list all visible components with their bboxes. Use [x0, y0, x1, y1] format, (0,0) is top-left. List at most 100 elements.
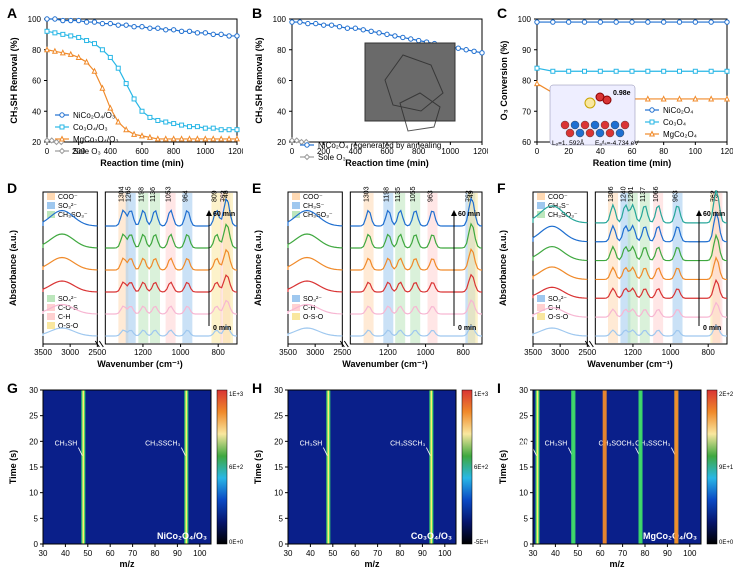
- svg-text:C-H: C-H: [58, 314, 70, 321]
- svg-text:100: 100: [273, 15, 287, 24]
- svg-text:1066: 1066: [653, 186, 660, 202]
- svg-text:COO⁻: COO⁻: [548, 194, 568, 201]
- svg-text:20: 20: [29, 437, 38, 446]
- svg-text:1E+3: 1E+3: [474, 392, 488, 398]
- panel-D: D35003000250012001000800Wavenumber (cm⁻¹…: [5, 180, 243, 370]
- svg-text:3500: 3500: [34, 348, 52, 357]
- svg-text:SO₃²⁻: SO₃²⁻: [58, 203, 77, 210]
- svg-text:CH₃SH Removal (%): CH₃SH Removal (%): [254, 37, 264, 123]
- svg-text:2500: 2500: [578, 348, 596, 357]
- svg-text:25: 25: [519, 412, 528, 421]
- svg-text:COO⁻: COO⁻: [303, 194, 323, 201]
- svg-text:SO₄²⁻: SO₄²⁻: [58, 296, 77, 303]
- svg-text:100: 100: [689, 147, 703, 156]
- svg-text:70: 70: [522, 107, 531, 116]
- svg-text:Reaction time (min): Reaction time (min): [100, 158, 184, 168]
- svg-text:Eₐᵈₛ=-4.734 eV: Eₐᵈₛ=-4.734 eV: [595, 140, 639, 147]
- svg-text:70: 70: [128, 549, 137, 558]
- svg-text:m/z: m/z: [364, 559, 380, 569]
- svg-text:m/z: m/z: [119, 559, 135, 569]
- svg-text:0 min: 0 min: [213, 325, 231, 332]
- svg-text:400: 400: [104, 147, 118, 156]
- svg-text:CH₃OH: CH₃OH: [508, 441, 531, 448]
- svg-text:0: 0: [34, 540, 39, 549]
- svg-text:963: 963: [428, 190, 435, 202]
- svg-text:40: 40: [61, 549, 70, 558]
- svg-text:NiCo₂O₄/O₃: NiCo₂O₄/O₃: [157, 531, 207, 541]
- svg-text:90: 90: [663, 549, 672, 558]
- panel-label: A: [7, 5, 17, 21]
- svg-text:Wavenumber (cm⁻¹): Wavenumber (cm⁻¹): [342, 359, 427, 369]
- svg-text:70: 70: [618, 549, 627, 558]
- svg-text:40: 40: [32, 107, 41, 116]
- svg-text:CH₃SH Removal (%): CH₃SH Removal (%): [9, 37, 19, 123]
- svg-text:749: 749: [468, 190, 475, 202]
- svg-text:1000: 1000: [417, 348, 435, 357]
- svg-text:25: 25: [274, 412, 283, 421]
- panel-label: D: [7, 180, 17, 196]
- svg-text:3500: 3500: [524, 348, 542, 357]
- svg-text:Reation time (min): Reation time (min): [593, 158, 672, 168]
- svg-text:SO₃²⁻: SO₃²⁻: [303, 296, 322, 303]
- svg-text:30: 30: [519, 386, 528, 395]
- svg-text:40: 40: [306, 549, 315, 558]
- svg-text:CH₃SSCH₃: CH₃SSCH₃: [390, 441, 425, 448]
- svg-text:5: 5: [279, 514, 284, 523]
- svg-text:50: 50: [328, 549, 337, 558]
- panel-E: E35003000250012001000800Wavenumber (cm⁻¹…: [250, 180, 488, 370]
- svg-text:6E+2: 6E+2: [229, 465, 243, 471]
- svg-text:60: 60: [522, 138, 531, 147]
- svg-text:3000: 3000: [551, 348, 569, 357]
- panel-I: I30405060708090100051015202530m/zTime (s…: [495, 380, 733, 570]
- panel-label: F: [497, 180, 506, 196]
- svg-text:SO₃²⁻: SO₃²⁻: [548, 296, 567, 303]
- svg-text:1E+3: 1E+3: [229, 392, 243, 398]
- svg-text:1135: 1135: [395, 187, 402, 202]
- svg-text:600: 600: [135, 147, 149, 156]
- svg-text:60: 60: [596, 549, 605, 558]
- panel-A: A02004006008001000120020406080100Reactio…: [5, 5, 243, 170]
- svg-text:1306: 1306: [608, 186, 615, 202]
- svg-text:800: 800: [212, 348, 226, 357]
- svg-text:1198: 1198: [138, 187, 145, 202]
- svg-text:10: 10: [519, 489, 528, 498]
- legend-item: Sole O₃: [73, 147, 101, 156]
- svg-text:1201: 1201: [628, 186, 635, 202]
- svg-text:10: 10: [274, 489, 283, 498]
- legend-item: Co₃O₄/O₃: [73, 123, 108, 132]
- svg-text:100: 100: [518, 15, 532, 24]
- svg-text:30: 30: [284, 549, 293, 558]
- svg-text:1136: 1136: [150, 187, 157, 202]
- svg-text:5: 5: [34, 514, 39, 523]
- svg-text:Absorbance (a.u.): Absorbance (a.u.): [253, 230, 263, 306]
- svg-text:60 min: 60 min: [458, 211, 480, 218]
- svg-text:3000: 3000: [306, 348, 324, 357]
- svg-text:Lₒ=1. 592Å: Lₒ=1. 592Å: [552, 138, 585, 147]
- legend-item: NiCo₂O₄: [663, 106, 693, 115]
- svg-text:90: 90: [418, 549, 427, 558]
- svg-text:1000: 1000: [196, 147, 214, 156]
- svg-text:CH₃SH: CH₃SH: [300, 441, 323, 448]
- svg-text:3000: 3000: [61, 348, 79, 357]
- svg-text:1053: 1053: [166, 186, 173, 202]
- svg-text:1200: 1200: [473, 147, 488, 156]
- svg-text:2500: 2500: [333, 348, 351, 357]
- svg-text:1200: 1200: [624, 348, 642, 357]
- panel-label: C: [497, 5, 507, 21]
- svg-text:3500: 3500: [279, 348, 297, 357]
- svg-text:15: 15: [29, 463, 38, 472]
- svg-text:40: 40: [551, 549, 560, 558]
- svg-text:90: 90: [173, 549, 182, 558]
- legend-item: Sole O₃: [318, 153, 346, 162]
- svg-text:80: 80: [659, 147, 668, 156]
- svg-text:O₃ Conversion (%): O₃ Conversion (%): [499, 41, 509, 121]
- svg-text:2500: 2500: [88, 348, 106, 357]
- svg-text:CH₃SH: CH₃SH: [545, 441, 568, 448]
- svg-text:Absorbance (a.u.): Absorbance (a.u.): [8, 230, 18, 306]
- svg-text:-5E+0: -5E+0: [474, 540, 488, 546]
- svg-text:9E+1: 9E+1: [719, 465, 733, 471]
- svg-text:0E+0: 0E+0: [229, 540, 243, 546]
- svg-text:809: 809: [211, 190, 218, 202]
- svg-text:100: 100: [438, 549, 452, 558]
- svg-text:20: 20: [274, 437, 283, 446]
